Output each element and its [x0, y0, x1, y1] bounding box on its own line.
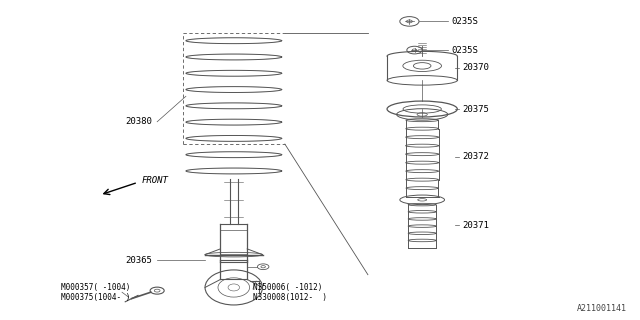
Text: M000357( -1004): M000357( -1004): [61, 283, 131, 292]
Text: 0235S: 0235S: [451, 45, 478, 55]
Text: N330008(1012-  ): N330008(1012- ): [253, 292, 327, 301]
Text: 20365: 20365: [125, 256, 152, 265]
Text: 20370: 20370: [463, 63, 490, 72]
Text: 0235S: 0235S: [451, 17, 478, 26]
Text: 20375: 20375: [463, 105, 490, 114]
Text: FRONT: FRONT: [141, 176, 168, 185]
Text: 20380: 20380: [125, 117, 152, 126]
Text: N350006( -1012): N350006( -1012): [253, 283, 323, 292]
Text: A211001141: A211001141: [577, 304, 627, 313]
Text: M000375(1004- ): M000375(1004- ): [61, 292, 131, 301]
Text: 20372: 20372: [463, 152, 490, 161]
Text: 20371: 20371: [463, 221, 490, 230]
